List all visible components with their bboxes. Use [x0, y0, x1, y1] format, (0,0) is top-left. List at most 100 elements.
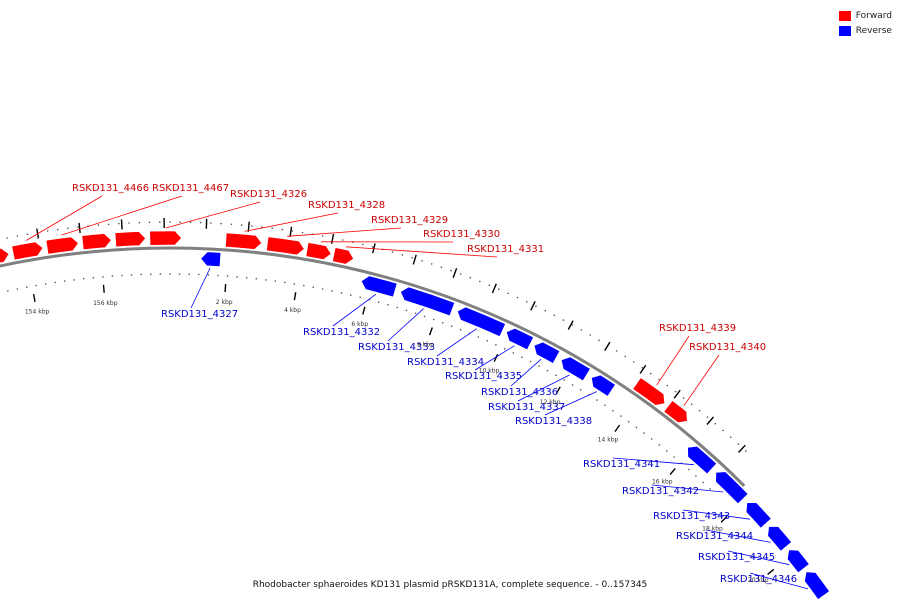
ring-dot — [35, 284, 37, 287]
gene-arrow-rskd131_4327 — [200, 251, 222, 267]
ring-dot — [615, 350, 618, 352]
gene-arrow — [81, 233, 112, 250]
tick-label: 156 kbp — [93, 300, 118, 307]
ring-dot — [421, 260, 423, 262]
label-leader — [244, 212, 339, 232]
ring-dot — [331, 290, 333, 292]
kbp-tick — [555, 386, 561, 395]
kbp-tick — [767, 568, 775, 575]
gene-arrow-rskd131_4341 — [687, 445, 717, 475]
ring-dot — [342, 239, 344, 241]
gene-label: RSKD131_4467 — [152, 183, 229, 194]
ring-dot — [641, 366, 643, 369]
tick-mark — [372, 243, 376, 254]
ring-dot — [529, 360, 532, 363]
ring-dot — [102, 276, 104, 278]
ring-dot — [140, 273, 142, 276]
ring-dot — [92, 277, 95, 279]
ring-dot — [682, 397, 685, 399]
gene-label: RSKD131_4345 — [698, 552, 775, 563]
gene-arrow-rskd131_4336 — [533, 341, 561, 364]
ring-dot — [226, 275, 229, 277]
label-leader — [544, 391, 597, 416]
tick-label: 154 kbp — [25, 309, 50, 316]
ring-dot — [217, 274, 219, 277]
label-leader — [651, 484, 724, 493]
ring-dot — [571, 384, 574, 386]
kbp-tick — [493, 354, 499, 362]
label-leader — [682, 509, 751, 520]
gene-label: RSKD131_4331 — [467, 244, 544, 255]
ring-dot — [562, 319, 565, 321]
gene-arrow-rskd131_4340 — [663, 400, 688, 423]
ring-dot — [430, 263, 433, 265]
ring-dot — [469, 276, 472, 279]
ring-dot — [432, 318, 435, 321]
ring-dot — [179, 221, 181, 223]
label-leader — [436, 328, 477, 357]
ring-dot — [563, 379, 565, 381]
ring-dot — [589, 334, 592, 336]
gene-arrow-rskd131_4466 — [11, 241, 44, 261]
ring-dot — [423, 315, 426, 318]
ring-dot — [301, 231, 304, 234]
ring-dot — [46, 230, 49, 232]
tick-mark — [78, 222, 81, 233]
ring-dot — [281, 228, 284, 231]
label-leader — [25, 195, 103, 241]
ring-dot — [159, 221, 161, 223]
label-leader — [332, 293, 377, 327]
gene-label: RSKD131_4344 — [676, 531, 753, 542]
tick-label: 12 kbp — [540, 399, 561, 406]
label-leader — [474, 345, 515, 371]
reverse-swatch — [838, 25, 851, 36]
kbp-tick — [102, 284, 105, 293]
tick-label: 18 kbp — [702, 526, 723, 533]
label-leader — [612, 457, 694, 466]
kbp-tick — [614, 424, 621, 433]
tick-mark — [452, 268, 458, 278]
ring-dot — [198, 273, 200, 276]
ring-dot — [688, 468, 690, 471]
gene-label: RSKD131_4333 — [358, 342, 435, 353]
ring-dot — [488, 284, 491, 287]
ring-dot — [535, 305, 537, 308]
ring-dot — [521, 356, 523, 359]
ring-dot — [251, 225, 253, 227]
ring-dot — [411, 257, 414, 259]
ring-dot — [240, 224, 243, 226]
label-leader — [165, 201, 261, 229]
gene-label: RSKD131_4339 — [659, 323, 736, 334]
gene-arrow-rskd131_4331 — [332, 247, 354, 265]
ring-dot — [604, 404, 606, 407]
ring-dot — [650, 438, 653, 440]
ring-dot — [658, 378, 660, 381]
ring-dot — [350, 294, 352, 296]
ring-dot — [507, 292, 510, 295]
gene-label: RSKD131_4329 — [371, 215, 448, 226]
gene-label: RSKD131_4338 — [515, 416, 592, 427]
tick-mark — [530, 300, 536, 311]
ring-dot — [571, 324, 574, 326]
ring-dot — [495, 344, 497, 346]
ring-dot — [620, 415, 622, 417]
ring-dot — [706, 416, 709, 418]
tick-mark — [491, 283, 497, 294]
gene-arrow-rskd131_4344 — [767, 526, 792, 552]
label-leader — [656, 335, 690, 386]
ring-dot — [312, 286, 315, 289]
gene-label: RSKD131_4337 — [488, 402, 565, 413]
ring-dot — [236, 276, 238, 278]
ring-dot — [7, 290, 9, 292]
tick-mark — [737, 444, 746, 453]
ring-dot — [555, 374, 557, 377]
ring-dot — [26, 286, 28, 289]
ring-dot — [498, 288, 500, 291]
ring-dot — [16, 288, 19, 290]
gene-arrow-rskd131_4337 — [560, 356, 591, 382]
gene-label: RSKD131_4334 — [407, 357, 484, 368]
gene-arrow-rskd131_4333 — [400, 286, 456, 317]
gene-arrow-rskd131_4338 — [591, 374, 616, 397]
ring-dot — [405, 309, 408, 312]
